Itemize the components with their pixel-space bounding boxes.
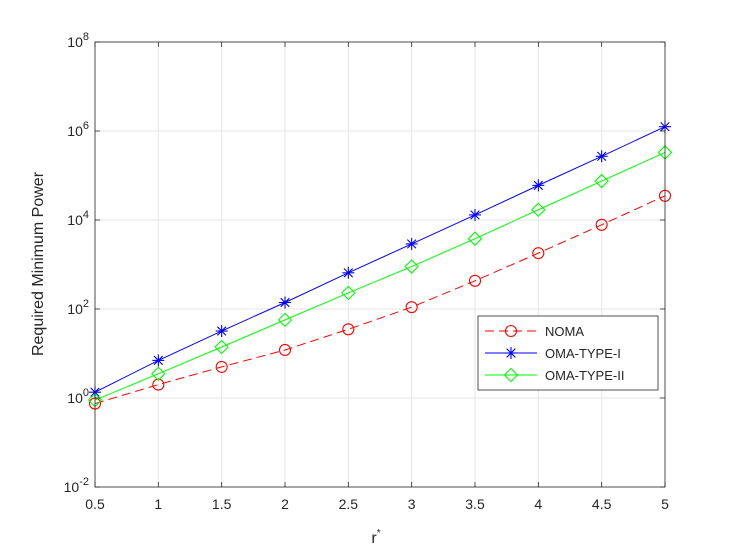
data-point-marker xyxy=(467,231,483,246)
y-tick-label: 106 xyxy=(67,120,89,139)
marker-stroke xyxy=(216,326,227,336)
legend-label: NOMA xyxy=(545,324,584,339)
y-tick-label: 102 xyxy=(67,298,89,317)
y-tick-label: 104 xyxy=(67,209,89,228)
y-tick-label: 108 xyxy=(67,31,89,50)
data-point-marker xyxy=(278,343,292,357)
data-point-marker xyxy=(341,285,356,301)
legend-entry: OMA-TYPE-I xyxy=(485,346,621,361)
x-tick-label: 2.5 xyxy=(339,496,359,512)
data-point-marker xyxy=(469,208,481,221)
marker-stroke xyxy=(506,348,516,358)
plot-frame xyxy=(94,41,666,488)
data-point-marker xyxy=(215,325,228,338)
x-tick-label: 4 xyxy=(534,496,542,512)
x-tick-label: 1 xyxy=(154,496,162,512)
data-point-marker xyxy=(152,354,165,367)
x-tick-label: 4.5 xyxy=(592,496,612,512)
series-layer xyxy=(87,120,673,410)
series-line xyxy=(94,126,666,393)
marker-stroke xyxy=(596,151,607,162)
data-point-marker xyxy=(531,202,546,218)
x-tick-label: 3 xyxy=(408,496,416,512)
data-point-marker xyxy=(595,150,608,163)
marker-stroke xyxy=(533,180,544,191)
data-point-marker xyxy=(152,378,165,391)
y-axis-label: Required Minimum Power xyxy=(30,171,47,356)
x-tick-label: 2 xyxy=(281,496,289,512)
x-tick-label: 3.5 xyxy=(465,496,485,512)
marker-stroke xyxy=(343,268,354,278)
marker-stroke xyxy=(280,297,290,308)
y-tick-label: 100 xyxy=(67,387,89,406)
marker-stroke xyxy=(470,210,480,220)
data-point-marker xyxy=(277,312,293,328)
data-point-marker xyxy=(505,347,517,359)
series-line xyxy=(94,195,666,405)
data-point-marker xyxy=(214,339,229,355)
data-point-marker xyxy=(405,301,418,314)
data-point-marker xyxy=(504,324,518,338)
x-tick-label: 5 xyxy=(661,496,669,512)
legend-label: OMA-TYPE-II xyxy=(545,368,624,383)
series-line xyxy=(94,151,666,401)
data-point-marker xyxy=(404,259,419,274)
x-axis-label: r* xyxy=(371,528,380,547)
data-point-marker xyxy=(595,218,608,231)
legend-entry: NOMA xyxy=(485,324,584,339)
data-point-marker xyxy=(342,323,355,336)
y-tick-labels: 10-2 100 102 104 106 108 xyxy=(64,31,89,495)
data-point-marker xyxy=(532,247,545,260)
data-point-marker xyxy=(503,367,519,383)
data-point-marker xyxy=(532,179,545,192)
marker-stroke xyxy=(153,355,164,366)
x-axis-label-superscript: * xyxy=(377,528,381,539)
x-tick-labels: 0.5 1 1.5 2 2.5 3 3.5 4 4.5 5 xyxy=(85,496,669,512)
x-tick-label: 0.5 xyxy=(85,496,105,512)
series-oma-type-i xyxy=(89,120,671,399)
data-point-marker xyxy=(151,366,166,382)
data-point-marker xyxy=(279,296,291,309)
legend-label: OMA-TYPE-I xyxy=(545,346,621,361)
data-point-marker xyxy=(468,274,482,287)
legend-entry: OMA-TYPE-II xyxy=(485,367,624,383)
data-point-marker xyxy=(215,360,228,373)
axis-ticks xyxy=(94,41,666,488)
data-point-marker xyxy=(342,266,355,279)
x-tick-label: 1.5 xyxy=(212,496,232,512)
data-point-marker xyxy=(405,237,418,250)
plot-area xyxy=(95,42,665,487)
data-point-marker xyxy=(594,173,609,189)
marker-stroke xyxy=(406,239,417,249)
legend: NOMA OMA-TYPE-I OMA-TYPE-II xyxy=(477,315,659,391)
y-tick-label: 10-2 xyxy=(64,476,89,495)
